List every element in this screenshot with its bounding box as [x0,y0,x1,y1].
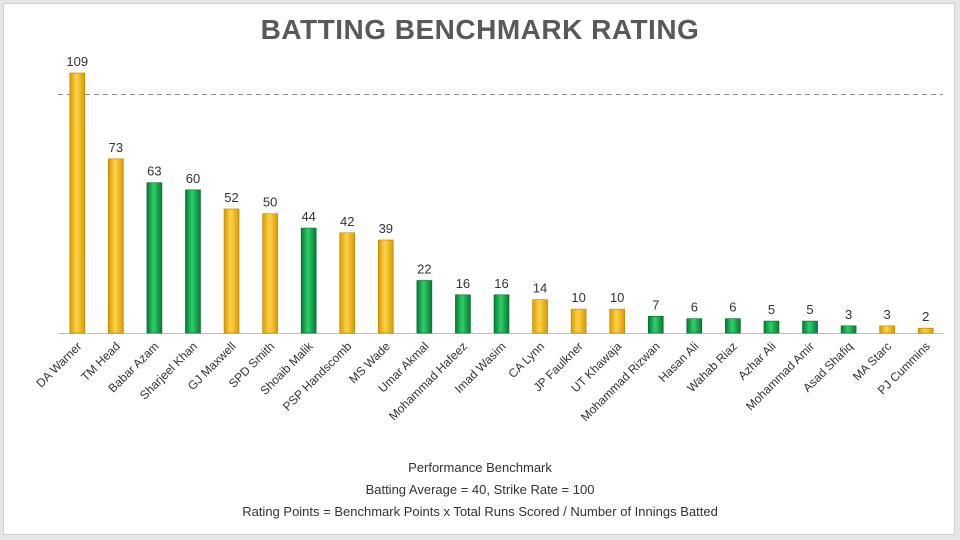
bar-chart: 109DA Warner73TM Head63Babar Azam60Sharj… [0,0,960,540]
bar-17 [725,319,740,333]
value-label-0: 109 [66,54,88,69]
value-label-15: 7 [652,297,659,312]
value-label-18: 5 [768,302,775,317]
value-label-11: 16 [494,276,508,291]
bar-8 [378,240,393,333]
category-label-0: DA Warner [33,339,84,390]
bar-5 [263,214,278,333]
bar-16 [687,319,702,333]
value-label-10: 16 [456,276,470,291]
value-label-1: 73 [109,140,123,155]
value-label-22: 2 [922,309,929,324]
bar-6 [301,228,316,333]
bar-19 [803,321,818,333]
bar-10 [455,295,470,333]
footer-line-2: Batting Average = 40, Strike Rate = 100 [0,482,960,497]
value-label-13: 10 [571,290,585,305]
value-label-4: 52 [224,190,238,205]
value-label-17: 6 [729,300,736,315]
bar-4 [224,209,239,333]
value-label-3: 60 [186,171,200,186]
value-label-12: 14 [533,281,547,296]
bar-14 [610,309,625,333]
value-label-7: 42 [340,214,354,229]
value-label-8: 39 [379,221,393,236]
value-label-19: 5 [806,302,813,317]
bar-0 [70,73,85,333]
bar-13 [571,309,586,333]
bar-3 [185,190,200,333]
value-label-5: 50 [263,195,277,210]
bar-9 [417,281,432,333]
bar-11 [494,295,509,333]
value-label-21: 3 [884,307,891,322]
category-label-19: Mohammad Amir [743,339,817,413]
bar-21 [880,326,895,333]
bar-7 [340,233,355,333]
bar-18 [764,321,779,333]
bar-20 [841,326,856,333]
bar-15 [648,316,663,333]
footer-line-3: Rating Points = Benchmark Points x Total… [0,504,960,519]
value-label-9: 22 [417,262,431,277]
bar-1 [108,159,123,333]
bar-22 [918,328,933,333]
value-label-14: 10 [610,290,624,305]
footer-line-1: Performance Benchmark [0,460,960,475]
value-label-16: 6 [691,300,698,315]
category-label-7: PSP Handscomb [280,339,355,414]
value-label-2: 63 [147,164,161,179]
bar-2 [147,183,162,333]
value-label-6: 44 [301,209,315,224]
bar-12 [533,300,548,333]
value-label-20: 3 [845,307,852,322]
